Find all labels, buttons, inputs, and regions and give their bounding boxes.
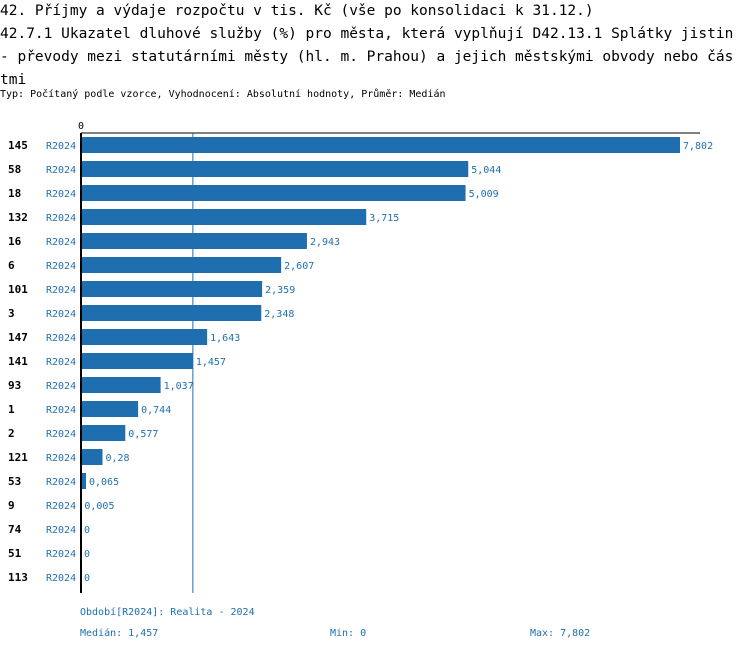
row-series-label: R2024	[46, 213, 76, 224]
bar	[81, 305, 262, 321]
bar	[81, 353, 193, 369]
footer-max: Max: 7,802	[530, 628, 591, 639]
row-id-label: 132	[8, 211, 28, 224]
row-id-label: 74	[8, 523, 22, 536]
chart-subtitle: Typ: Počítaný podle vzorce, Vyhodnocení:…	[0, 89, 446, 100]
bar-value-label: 5,009	[469, 189, 499, 200]
row-id-label: 3	[8, 307, 15, 320]
bar-value-label: 0	[84, 549, 90, 560]
bar	[81, 401, 139, 417]
bar-value-label: 2,348	[264, 309, 294, 320]
row-id-label: 18	[8, 187, 21, 200]
row-series-label: R2024	[46, 285, 76, 296]
bar	[81, 185, 466, 201]
row-series-label: R2024	[46, 573, 76, 584]
bar-value-label: 0,577	[128, 429, 158, 440]
row-id-label: 141	[8, 355, 28, 368]
bar	[81, 233, 307, 249]
row-id-label: 1	[8, 403, 15, 416]
row-series-label: R2024	[46, 453, 76, 464]
bar	[81, 281, 263, 297]
row-series-label: R2024	[46, 525, 76, 536]
bar-value-label: 2,607	[284, 261, 314, 272]
bar-value-label: 7,802	[683, 141, 713, 152]
row-series-label: R2024	[46, 501, 76, 512]
row-series-label: R2024	[46, 189, 76, 200]
bar	[81, 425, 126, 441]
bar-value-label: 0,744	[141, 405, 171, 416]
row-id-label: 147	[8, 331, 28, 344]
row-series-label: R2024	[46, 333, 76, 344]
chart-title: 42. Příjmy a výdaje rozpočtu v tis. Kč (…	[0, 3, 734, 88]
row-id-label: 9	[8, 499, 15, 512]
bar-value-label: 0	[84, 525, 90, 536]
bar-value-label: 0,065	[89, 477, 119, 488]
row-series-label: R2024	[46, 381, 76, 392]
bar-value-label: 0	[84, 573, 90, 584]
row-id-label: 93	[8, 379, 21, 392]
row-series-label: R2024	[46, 477, 76, 488]
row-id-label: 51	[8, 547, 22, 560]
row-series-label: R2024	[46, 261, 76, 272]
row-series-label: R2024	[46, 309, 76, 320]
footer-period: Období[R2024]: Realita - 2024	[80, 607, 255, 618]
bar	[81, 257, 282, 273]
bar-value-label: 0,005	[84, 501, 114, 512]
row-id-label: 121	[8, 451, 28, 464]
row-series-label: R2024	[46, 165, 76, 176]
bar-value-label: 2,359	[265, 285, 295, 296]
bar-value-label: 3,715	[369, 213, 399, 224]
row-id-label: 16	[8, 235, 22, 248]
bar-value-label: 1,643	[210, 333, 240, 344]
row-id-label: 145	[8, 139, 28, 152]
bar-value-label: 1,457	[196, 357, 226, 368]
bar-value-label: 0,28	[105, 453, 129, 464]
bar	[81, 449, 103, 465]
bar	[81, 137, 680, 153]
row-id-label: 58	[8, 163, 21, 176]
bar	[81, 161, 469, 177]
row-id-label: 6	[8, 259, 15, 272]
footer-median: Medián: 1,457	[80, 628, 159, 639]
row-id-label: 113	[8, 571, 28, 584]
bar-value-label: 2,943	[310, 237, 340, 248]
row-id-label: 101	[8, 283, 28, 296]
bar-value-label: 5,044	[471, 165, 501, 176]
bar	[81, 209, 367, 225]
row-series-label: R2024	[46, 357, 76, 368]
row-series-label: R2024	[46, 237, 76, 248]
bar-value-label: 1,037	[164, 381, 194, 392]
row-series-label: R2024	[46, 405, 76, 416]
row-series-label: R2024	[46, 549, 76, 560]
row-id-label: 53	[8, 475, 21, 488]
bar	[81, 377, 161, 393]
row-series-label: R2024	[46, 141, 76, 152]
row-series-label: R2024	[46, 429, 76, 440]
bar	[81, 329, 208, 345]
axis-zero-label: 0	[78, 121, 84, 132]
bar	[81, 473, 86, 489]
footer-min: Min: 0	[330, 628, 367, 639]
row-id-label: 2	[8, 427, 15, 440]
